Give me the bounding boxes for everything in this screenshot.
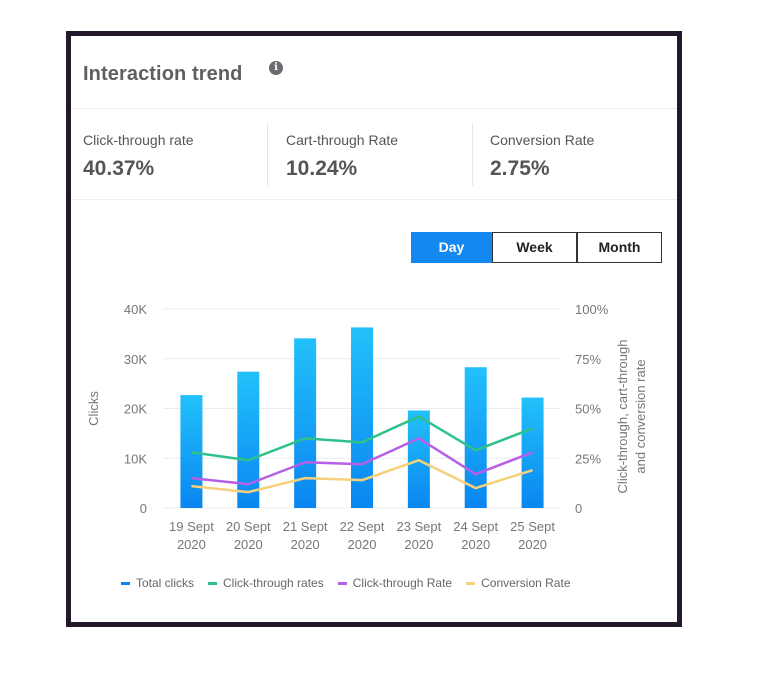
y-tick-label: 30K: [124, 352, 147, 367]
legend-label: Click-through rates: [223, 576, 324, 590]
legend-label: Total clicks: [136, 576, 195, 590]
legend-swatch: [121, 581, 130, 585]
y2-tick-label: 0: [575, 501, 582, 516]
interaction-trend-card: Interaction trend i Click-through rate 4…: [71, 36, 677, 622]
x-tick-label: 2020: [291, 537, 320, 552]
legend-item[interactable]: Conversion Rate: [466, 576, 571, 590]
x-tick-label: 19 Sept: [169, 519, 214, 534]
series-line[interactable]: [191, 437, 534, 486]
kpi-divider: [267, 124, 268, 186]
chart-legend: Total clicks Click-through rates Click-thr…: [121, 576, 571, 590]
x-tick-label: 21 Sept: [283, 519, 328, 534]
kpi-value: 2.75%: [490, 157, 550, 180]
kpi-value: 40.37%: [83, 157, 155, 180]
kpi-label: Cart-through Rate: [286, 132, 399, 148]
x-tick-label: 2020: [177, 537, 206, 552]
series-line[interactable]: [191, 458, 533, 494]
y-tick-label: 10K: [124, 451, 147, 466]
y2-tick-label: 75%: [575, 352, 601, 367]
y-tick-label: 0: [140, 501, 147, 516]
x-tick-label: 23 Sept: [396, 519, 441, 534]
y2-axis-title: Click-through, cart-through: [615, 340, 630, 494]
x-tick-label: 2020: [404, 537, 433, 552]
y2-axis-title: and conversion rate: [633, 359, 648, 473]
legend-swatch: [466, 581, 476, 585]
legend-swatch: [337, 581, 347, 585]
period-month-button[interactable]: Month: [577, 232, 662, 263]
legend-label: Click-through Rate: [352, 576, 453, 590]
x-tick-label: 2020: [518, 537, 547, 552]
period-toggle: Day Week Month: [411, 232, 662, 263]
x-tick-label: 22 Sept: [340, 519, 385, 534]
legend-swatch: [208, 581, 218, 585]
legend-item[interactable]: Total clicks: [121, 576, 194, 590]
x-tick-label: 2020: [461, 537, 490, 552]
info-icon[interactable]: i: [269, 61, 283, 75]
bar-total-clicks[interactable]: [237, 371, 260, 508]
period-week-button[interactable]: Week: [492, 232, 577, 263]
y2-tick-label: 50%: [575, 402, 601, 417]
kpi-value: 10.24%: [286, 157, 358, 180]
bar-total-clicks[interactable]: [294, 338, 317, 508]
legend-item[interactable]: Click-through rates: [208, 576, 324, 590]
interaction-trend-chart: 0 0 10K 25% 20K 50% 30K 75% 40K 100% Clicks Click-t…: [86, 302, 648, 552]
legend-item[interactable]: Click-through Rate: [337, 576, 453, 590]
series-line[interactable]: [191, 415, 534, 462]
x-tick-label: 2020: [234, 537, 263, 552]
card-frame: Interaction trend i Click-through rate 4…: [66, 31, 682, 627]
card-title: Interaction trend: [83, 63, 243, 85]
bar-total-clicks[interactable]: [180, 395, 203, 508]
kpi-label: Conversion Rate: [490, 132, 595, 148]
card-header: Interaction trend i: [71, 36, 677, 109]
kpi-row: Click-through rate 40.37% Cart-through R…: [71, 109, 677, 200]
x-tick-label: 24 Sept: [453, 519, 498, 534]
legend-label: Conversion Rate: [481, 576, 571, 590]
y-tick-label: 40K: [124, 302, 147, 317]
y2-tick-label: 100%: [575, 302, 609, 317]
y-axis-title: Clicks: [86, 391, 101, 426]
y-tick-label: 20K: [124, 402, 147, 417]
period-day-button[interactable]: Day: [411, 232, 492, 263]
x-tick-label: 25 Sept: [510, 519, 555, 534]
kpi-label: Click-through rate: [83, 132, 194, 148]
x-tick-label: 2020: [348, 537, 377, 552]
y2-tick-label: 25%: [575, 451, 601, 466]
x-tick-label: 20 Sept: [226, 519, 271, 534]
kpi-divider: [472, 124, 473, 186]
